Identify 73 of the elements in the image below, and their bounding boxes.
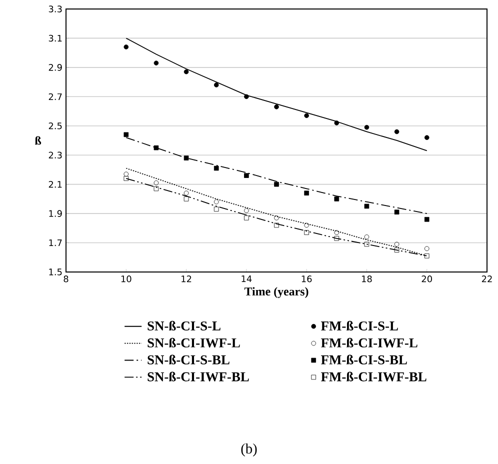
point — [364, 234, 370, 240]
point — [154, 60, 159, 66]
legend-label: SN-ß-CI-S-L — [148, 320, 220, 330]
point — [124, 176, 129, 181]
point — [274, 104, 279, 110]
point — [124, 132, 129, 138]
point — [184, 156, 189, 160]
y-axis-title: ß — [34, 136, 42, 145]
point — [274, 182, 279, 187]
point — [214, 166, 219, 171]
point — [154, 145, 159, 150]
y-tick-label: 2.7 — [48, 93, 62, 100]
legend-label: SN-ß-CI-IWF-L — [148, 338, 240, 348]
point — [304, 230, 309, 235]
point — [394, 129, 400, 134]
point — [364, 204, 370, 209]
point — [424, 246, 430, 252]
point — [334, 236, 340, 241]
y-tick-label: 2.5 — [48, 122, 62, 130]
point — [214, 82, 219, 88]
point — [154, 186, 159, 192]
point — [184, 69, 189, 74]
legend-label: FM-ß-CI-IWF-L — [321, 338, 418, 348]
y-tick-label: 3.3 — [48, 6, 62, 12]
y-tick-label: 2.1 — [48, 180, 62, 188]
y-tick-label: 3.1 — [48, 34, 62, 42]
point — [394, 248, 400, 252]
point — [184, 196, 189, 202]
point — [274, 222, 279, 228]
point — [304, 222, 309, 228]
y-tick-label: 2.9 — [48, 64, 62, 71]
point — [244, 216, 249, 220]
y-tick-label: 1.5 — [49, 268, 62, 276]
point — [214, 199, 219, 204]
point — [124, 44, 129, 50]
point — [364, 242, 370, 247]
point — [244, 208, 249, 214]
point — [394, 242, 400, 247]
x-tick-label: 16 — [302, 276, 312, 282]
x-tick-label: 14 — [242, 276, 252, 282]
point — [424, 216, 430, 222]
point — [424, 135, 430, 140]
x-tick-label: 22 — [482, 276, 492, 282]
text: (b) — [241, 443, 257, 456]
x-tick-label: 10 — [121, 276, 132, 282]
y-tick-label: 2.3 — [48, 152, 62, 158]
point — [184, 190, 189, 196]
point — [334, 120, 340, 126]
point — [364, 124, 370, 130]
point — [394, 210, 400, 214]
x-tick-label: 18 — [362, 276, 372, 282]
point — [154, 180, 159, 186]
point — [274, 216, 279, 220]
legend-label: SN-ß-CI-S-BL — [148, 354, 230, 364]
point — [424, 254, 430, 258]
y-tick-label: 1.9 — [49, 210, 62, 217]
point — [304, 113, 309, 118]
point — [244, 94, 249, 100]
x-tick-label: 8 — [64, 276, 68, 282]
point — [124, 172, 129, 176]
point — [334, 196, 340, 202]
legend-label: SN-ß-CI-IWF-BL — [148, 372, 249, 382]
legend-label: FM-ß-CI-S-BL — [321, 354, 407, 364]
point — [304, 190, 309, 196]
point — [244, 173, 249, 178]
x-tick-label: 20 — [422, 276, 432, 282]
point — [334, 230, 340, 235]
y-tick-label: 1.7 — [49, 240, 62, 246]
legend-label: FM-ß-CI-IWF-BL — [321, 372, 426, 382]
x-axis-title: Time (years) — [244, 287, 308, 298]
x-tick-label: 12 — [182, 276, 192, 282]
point — [214, 206, 219, 212]
legend-label: FM-ß-CI-S-L — [321, 320, 398, 330]
